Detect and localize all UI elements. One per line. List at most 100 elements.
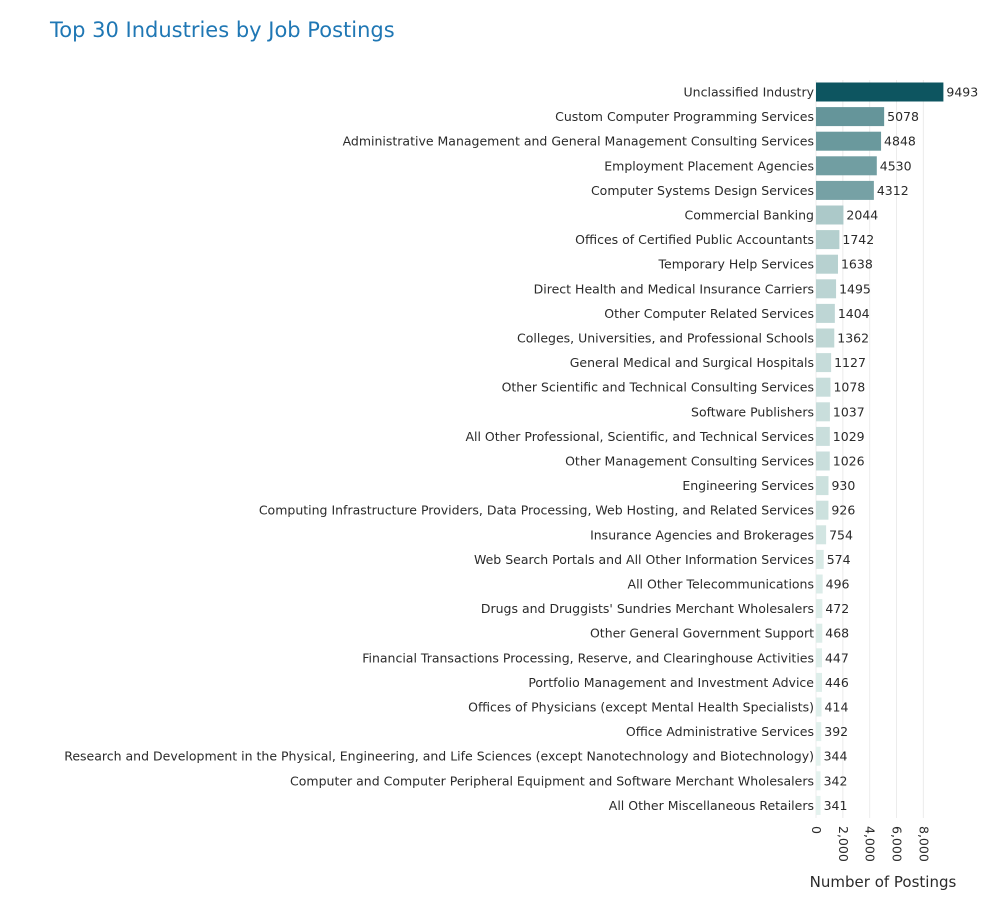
category-label: Computer Systems Design Services <box>591 183 814 198</box>
x-tick-label: 2,000 <box>836 826 851 862</box>
bar <box>816 180 874 200</box>
category-label: Other Management Consulting Services <box>565 454 814 469</box>
value-label: 1029 <box>833 429 865 444</box>
x-axis-ticks: 0 2,000 4,000 6,000 8,000 <box>809 826 931 862</box>
bar <box>816 107 885 127</box>
value-label: 4312 <box>877 183 909 198</box>
category-label: Custom Computer Programming Services <box>555 109 814 124</box>
value-label: 446 <box>825 675 849 690</box>
bar <box>816 795 821 815</box>
bar <box>816 254 838 274</box>
value-label: 930 <box>831 478 855 493</box>
category-label: Unclassified Industry <box>684 85 815 100</box>
category-label: Temporary Help Services <box>658 257 814 272</box>
bar <box>816 648 822 668</box>
value-label: 1037 <box>833 404 865 419</box>
value-label: 496 <box>826 577 850 592</box>
bar <box>816 525 827 545</box>
bar <box>816 230 840 250</box>
category-label: Web Search Portals and All Other Informa… <box>474 552 814 567</box>
x-tick-label: 4,000 <box>863 826 878 862</box>
value-label: 4530 <box>880 158 912 173</box>
value-label: 926 <box>831 503 855 518</box>
value-label: 2044 <box>846 208 878 223</box>
category-label: Administrative Management and General Ma… <box>343 134 814 149</box>
x-axis-title: Number of Postings <box>810 873 957 891</box>
category-label: Financial Transactions Processing, Reser… <box>362 650 814 665</box>
category-label: Other Scientific and Technical Consultin… <box>502 380 814 395</box>
category-label: Research and Development in the Physical… <box>64 749 814 764</box>
value-label: 447 <box>825 650 849 665</box>
value-label: 1638 <box>841 257 873 272</box>
value-label: 5078 <box>887 109 919 124</box>
bar <box>816 722 822 742</box>
x-tick-label: 0 <box>809 826 824 834</box>
bar <box>816 500 829 520</box>
value-label: 468 <box>825 626 849 641</box>
value-label: 1362 <box>837 331 869 346</box>
category-label: Other Computer Related Services <box>604 306 814 321</box>
category-label: All Other Miscellaneous Retailers <box>609 798 814 813</box>
value-label: 414 <box>825 700 849 715</box>
category-label: Drugs and Druggists' Sundries Merchant W… <box>481 601 814 616</box>
bar <box>816 771 821 791</box>
bars <box>816 82 944 815</box>
value-label: 1127 <box>834 355 866 370</box>
category-label: All Other Telecommunications <box>628 577 814 592</box>
value-label: 1026 <box>833 454 865 469</box>
bar <box>816 476 829 496</box>
category-label: Employment Placement Agencies <box>604 158 814 173</box>
grid-lines <box>815 80 924 818</box>
bar <box>816 451 830 471</box>
value-label: 392 <box>824 724 848 739</box>
value-label: 1742 <box>842 232 874 247</box>
category-label: General Medical and Surgical Hospitals <box>570 355 814 370</box>
bar <box>816 303 835 323</box>
bar <box>816 426 830 446</box>
category-label: Insurance Agencies and Brokerages <box>590 527 814 542</box>
bar <box>816 549 824 569</box>
value-label: 4848 <box>884 134 916 149</box>
bar <box>816 574 823 594</box>
value-label: 341 <box>824 798 848 813</box>
bar <box>816 82 944 102</box>
category-label: Offices of Certified Public Accountants <box>575 232 814 247</box>
category-label: Colleges, Universities, and Professional… <box>517 331 814 346</box>
bar <box>816 156 877 176</box>
bar <box>816 205 844 225</box>
bar <box>816 697 822 717</box>
bar <box>816 623 823 643</box>
value-label: 342 <box>824 773 848 788</box>
bar <box>816 672 822 692</box>
category-label: Engineering Services <box>682 478 814 493</box>
value-label: 344 <box>824 749 848 764</box>
value-label: 472 <box>825 601 849 616</box>
value-label: 574 <box>827 552 851 567</box>
value-label: 754 <box>829 527 853 542</box>
value-label: 9493 <box>946 85 978 100</box>
category-label: Portfolio Management and Investment Advi… <box>528 675 814 690</box>
bar <box>816 353 832 373</box>
chart-title: Top 30 Industries by Job Postings <box>50 18 395 42</box>
x-tick-label: 6,000 <box>890 826 905 862</box>
category-label: All Other Professional, Scientific, and … <box>465 429 814 444</box>
bar <box>816 599 823 619</box>
bar <box>816 377 831 397</box>
value-label: 1495 <box>839 281 871 296</box>
category-label: Software Publishers <box>691 404 814 419</box>
bar <box>816 279 837 299</box>
category-label: Offices of Physicians (except Mental Hea… <box>468 700 814 715</box>
category-label: Computer and Computer Peripheral Equipme… <box>290 773 814 788</box>
value-labels: 9493 5078 4848 4530 4312 2044 1742 1638 1495 1404… <box>824 85 979 813</box>
x-tick-label: 8,000 <box>916 826 931 862</box>
category-label: Direct Health and Medical Insurance Carr… <box>534 281 814 296</box>
category-labels: Unclassified Industry Custom Computer Pro… <box>64 85 814 813</box>
category-label: Office Administrative Services <box>626 724 814 739</box>
category-label: Commercial Banking <box>685 208 814 223</box>
bar <box>816 328 835 348</box>
category-label: Computing Infrastructure Providers, Data… <box>259 503 814 518</box>
value-label: 1078 <box>833 380 865 395</box>
bar <box>816 131 882 151</box>
value-label: 1404 <box>838 306 870 321</box>
